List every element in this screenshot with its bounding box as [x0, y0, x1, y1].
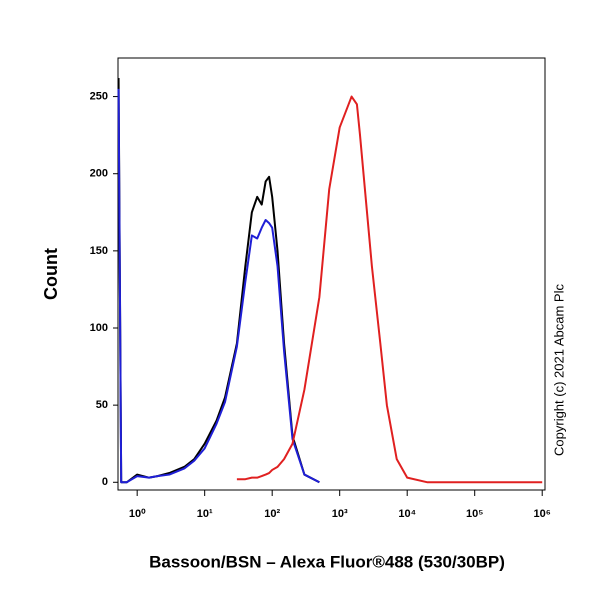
series-line — [117, 78, 320, 484]
y-tick-label: 150 — [90, 245, 108, 257]
x-tick-label: 10⁴ — [398, 508, 416, 520]
series-line — [117, 88, 320, 484]
y-tick-label: 0 — [102, 476, 108, 488]
x-tick-label: 10² — [264, 508, 280, 520]
x-tick-label: 10⁶ — [534, 508, 551, 520]
y-axis-label: Count — [41, 248, 61, 300]
y-tick-label: 200 — [90, 168, 108, 180]
x-axis-label: Bassoon/BSN – Alexa Fluor®488 (530/30BP) — [149, 552, 505, 571]
plot-frame — [117, 57, 546, 491]
copyright: Copyright (c) 2021 Abcam Plc — [551, 284, 566, 456]
y-tick-label: 250 — [90, 90, 108, 102]
x-tick-label: 10⁰ — [129, 508, 146, 520]
y-tick-label: 50 — [96, 399, 108, 411]
x-tick-label: 10¹ — [197, 508, 213, 520]
y-tick-label: 100 — [90, 322, 108, 334]
x-tick-label: 10⁵ — [466, 508, 483, 520]
series-line — [236, 95, 543, 484]
x-tick-label: 10³ — [332, 508, 348, 520]
